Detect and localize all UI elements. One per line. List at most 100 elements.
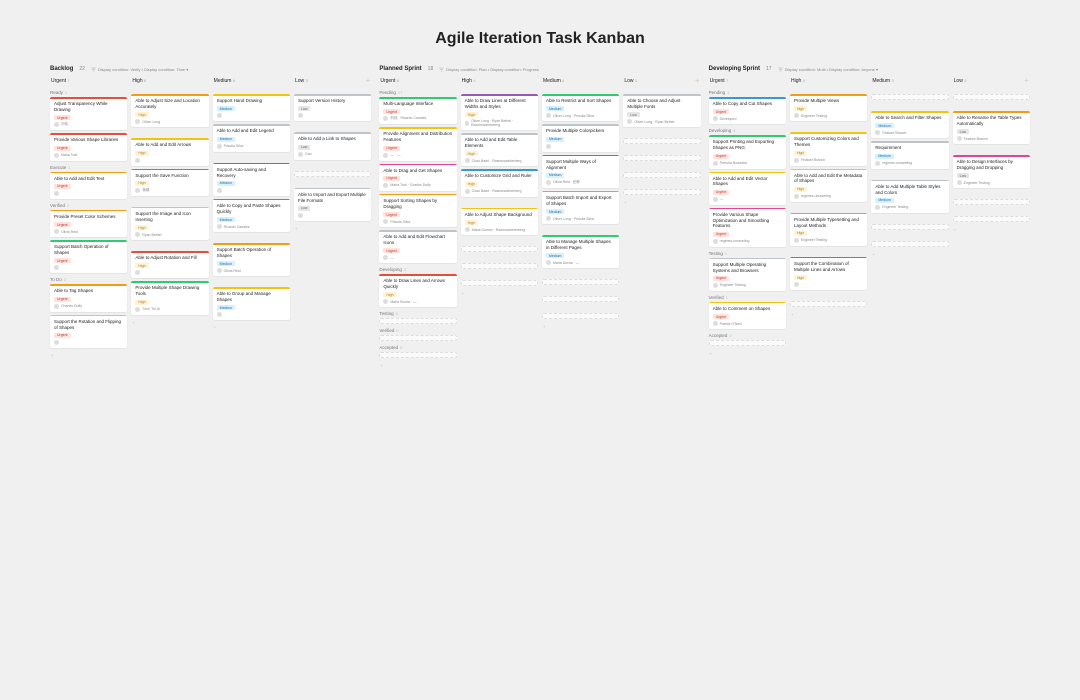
task-card[interactable]: Provide Multiple Views High Engineer Tes… [790,94,867,121]
task-card[interactable]: Able to Customize Grid and Ruler High Ch… [461,169,538,196]
empty-card-slot[interactable] [461,263,538,269]
task-card[interactable]: Able to Add and Edit Table Elements High… [461,133,538,166]
swimlane-label[interactable]: Verified0 [379,328,456,333]
task-card[interactable]: Able to Add Multiple Table Styles and Co… [871,180,948,213]
task-card[interactable]: Provide Various Shape Libraries Urgent M… [50,133,127,160]
task-card[interactable]: Provide Multiple Shape Drawing Tools Hig… [131,281,208,314]
task-card[interactable]: Support Multiple Operating Systems and B… [709,258,786,291]
swimlane-label[interactable]: Ready2 [50,90,127,95]
task-card[interactable]: Able to Drag and Get Shapes Urgent Maria… [379,164,456,191]
add-card-button[interactable]: + [131,318,208,327]
add-card-button[interactable]: + [623,198,700,207]
board-filter[interactable]: Display condition: Plan • Display condit… [439,67,539,72]
add-card-button[interactable]: + [542,322,619,331]
empty-card-slot[interactable] [379,352,456,358]
task-card[interactable]: Provide Multiple Typesetting and Layout … [790,213,867,246]
empty-card-slot[interactable] [623,172,700,178]
empty-card-slot[interactable] [379,335,456,341]
add-card-button[interactable]: + [790,310,867,319]
task-card[interactable]: Able to Import and Export Multiple File … [294,188,371,221]
task-card[interactable]: Support Sorting Shapes by Dragging Urgen… [379,194,456,227]
empty-card-slot[interactable] [953,199,1030,205]
task-card[interactable]: Provide Various Shape Optimization and S… [709,208,786,247]
add-column-icon[interactable]: + [1024,79,1029,83]
empty-card-slot[interactable] [953,216,1030,222]
task-card[interactable]: Able to Manage Multiple Shapes in Differ… [542,235,619,268]
add-card-button[interactable]: + [461,289,538,298]
empty-card-slot[interactable] [542,313,619,319]
board-filter[interactable]: Display condition: Verify • Display cond… [91,67,188,72]
task-card[interactable]: Able to Add a Link to Shapes Low Gao [294,132,371,159]
add-card-button[interactable]: + [294,224,371,233]
task-card[interactable]: Support Batch Operation of Shapes Medium… [213,243,290,276]
task-card[interactable]: Support Hand Drawing Medium [213,94,290,121]
empty-card-slot[interactable] [871,224,948,230]
task-card[interactable]: Support Customizing Colors and Themes Hi… [790,132,867,165]
task-card[interactable]: Able to Tag Shapes Urgent Charles Duffy [50,284,127,311]
board-filter[interactable]: Display condition: Multi • Display condi… [778,67,878,72]
task-card[interactable]: Provide Alignment and Distribution Featu… [379,127,456,160]
task-card[interactable]: Able to Add and Edit Text Urgent [50,172,127,199]
empty-card-slot[interactable] [709,340,786,346]
swimlane-label[interactable]: Verified2 [50,203,127,208]
task-card[interactable]: Able to Add and Edit Flowchart Icons Urg… [379,230,456,263]
task-card[interactable]: Able to Adjust Rotation and Fill High [131,251,208,278]
task-card[interactable]: Able to Add and Edit Vector Shapes Urgen… [709,172,786,205]
add-card-button[interactable]: + [709,349,786,358]
task-card[interactable]: Provide Multiple Colorpickers Medium [542,124,619,151]
add-card-button[interactable]: + [871,250,948,259]
swimlane-label[interactable]: Accepted0 [709,333,786,338]
task-card[interactable]: Requirement Medium regimes-unraveling [871,141,948,168]
empty-card-slot[interactable] [623,155,700,161]
task-card[interactable]: Support Batch Import and Export of Shape… [542,191,619,224]
task-card[interactable]: Support Auto-saving and Recovery Medium [213,163,290,196]
task-card[interactable]: Able to Adjust Size and Location Accurat… [131,94,208,127]
empty-card-slot[interactable] [623,189,700,195]
swimlane-label[interactable]: To Do2 [50,277,127,282]
task-card[interactable]: Provide Preset Color Schemes Urgent Oliv… [50,210,127,237]
empty-card-slot[interactable] [542,296,619,302]
empty-card-slot[interactable] [379,318,456,324]
task-card[interactable]: Able to Design Interfaces by Dragging an… [953,155,1030,188]
add-column-icon[interactable]: + [366,79,371,83]
task-card[interactable]: Able to Add and Edit Legend Medium Prisc… [213,124,290,151]
swimlane-label[interactable]: Developing4 [709,128,786,133]
task-card[interactable]: Support Batch Operation of Shapes Urgent [50,240,127,273]
task-card[interactable]: Able to Draw Lines and Arrows Quickly Hi… [379,274,456,307]
task-card[interactable]: Able to Draw Lines at Different Widths a… [461,94,538,130]
task-card[interactable]: Able to Copy and Cut Shapes Urgent Devel… [709,97,786,124]
swimlane-label[interactable]: Testing0 [379,311,456,316]
task-card[interactable]: Support Multiple Ways of Alignment Mediu… [542,155,619,188]
task-card[interactable]: Support Printing and Exporting Shapes as… [709,135,786,168]
empty-card-slot[interactable] [461,280,538,286]
task-card[interactable]: Able to Add and Edit the Metadata of Sha… [790,169,867,202]
add-card-button[interactable]: + [213,323,290,332]
task-card[interactable]: Able to Choose and Adjust Multiple Fonts… [623,94,700,127]
add-card-button[interactable]: + [50,351,127,360]
task-card[interactable]: Able to Search and Filter Shapes Medium … [871,111,948,138]
task-card[interactable]: Support Version History Low [294,94,371,121]
empty-card-slot[interactable] [461,246,538,252]
swimlane-label[interactable]: Pending17 [379,90,456,95]
swimlane-label[interactable]: Pending1 [709,90,786,95]
swimlane-label[interactable]: Execute1 [50,165,127,170]
task-card[interactable]: Able to Restrict and Sort Shapes Medium … [542,94,619,121]
task-card[interactable]: Adjust Transparency While Drawing Urgent… [50,97,127,130]
task-card[interactable]: Able to Adjust Shape Background High Mar… [461,208,538,235]
add-column-icon[interactable]: + [695,79,700,83]
swimlane-label[interactable]: Verified1 [709,295,786,300]
add-card-button[interactable]: + [953,225,1030,234]
empty-card-slot[interactable] [871,241,948,247]
empty-card-slot[interactable] [871,94,948,100]
task-card[interactable]: Support the Rotation and Flipping of Sha… [50,315,127,348]
task-card[interactable]: Support the Image and Icon Inserting Hig… [131,207,208,240]
empty-card-slot[interactable] [790,301,867,307]
task-card[interactable]: Able to Group and Manage Shapes Medium [213,287,290,320]
task-card[interactable]: Support the Combination of Multiple Line… [790,257,867,290]
task-card[interactable]: Able to Comment on Shapes Urgent Patrick… [709,302,786,329]
task-card[interactable]: Able to Copy and Paste Shapes Quickly Me… [213,199,290,232]
task-card[interactable]: Multi-Language Interface Urgent 刘伟 · Ric… [379,97,456,124]
task-card[interactable]: Support the Save Function High 杨娟 [131,169,208,196]
task-card[interactable]: Able to Add and Edit Arrows High [131,138,208,165]
empty-card-slot[interactable] [542,279,619,285]
